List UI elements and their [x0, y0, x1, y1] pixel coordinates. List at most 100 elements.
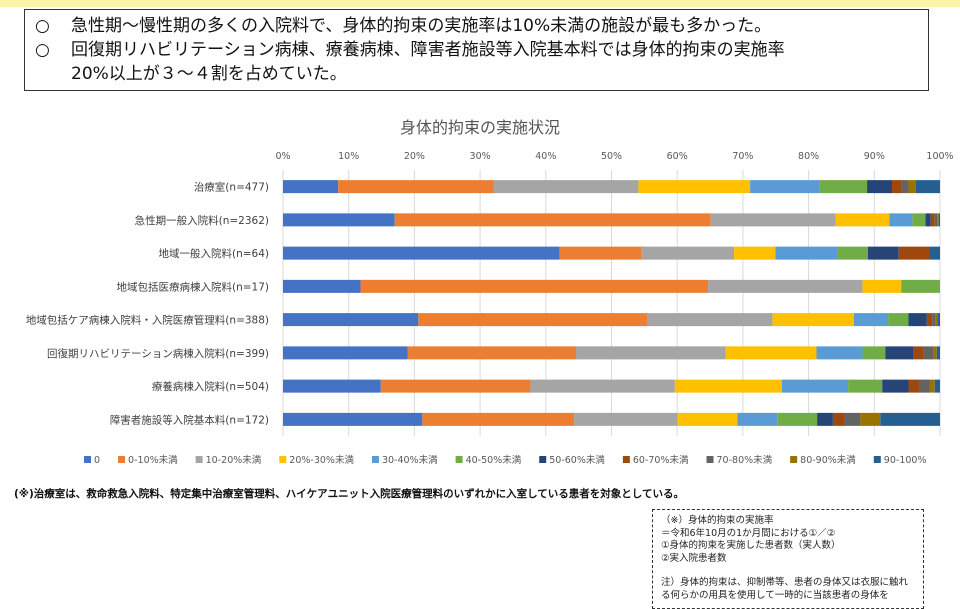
note-line: ②実入院患者数 [661, 552, 727, 564]
bar-segment [380, 379, 531, 393]
legend-label: 10-20%未満 [206, 454, 262, 466]
chart-title: 身体的拘束の実施状況 [399, 118, 560, 137]
bar-segment [819, 180, 868, 194]
bar-segment [574, 412, 678, 426]
category-label: 治療室(n=477) [194, 181, 269, 194]
bar-segment [882, 379, 909, 393]
bar-segment [860, 412, 881, 426]
bar-segment [708, 279, 863, 293]
bar-segment [844, 412, 861, 426]
x-tick-label: 20% [404, 151, 425, 162]
summary-line-2: ○ 回復期リハビリテーション病棟、療養病棟、障害者施設等入院基本料では身体的拘束の… [35, 38, 918, 62]
definition-note-box: （※）身体的拘束の実施率 ＝令和6年10月の1か月間における①／② ①身体的拘束… [652, 509, 924, 609]
x-tick-label: 40% [535, 151, 556, 162]
x-tick-label: 90% [864, 151, 885, 162]
bar-segment [283, 213, 395, 227]
summary-text-3: 20%以上が３～４割を占めていた。 [71, 64, 347, 84]
x-tick-label: 80% [798, 151, 819, 162]
x-tick-label: 100% [926, 151, 953, 162]
legend-label: 50-60%未満 [549, 454, 605, 466]
x-tick-label: 70% [732, 151, 753, 162]
legend-label: 20%-30%未満 [289, 454, 354, 466]
bar-segment [817, 412, 833, 426]
bar-segment [867, 246, 899, 260]
bar-segment [737, 412, 778, 426]
bar-segment [923, 346, 934, 360]
bar-segment [734, 246, 776, 260]
bar-segment [926, 313, 933, 327]
bar-segment [283, 379, 381, 393]
bar-segment [938, 213, 940, 227]
bullet-icon: ○ [35, 40, 50, 60]
bar-segment [646, 313, 773, 327]
bar-segment [892, 180, 902, 194]
bar-segment [638, 180, 751, 194]
bar-segment [674, 379, 782, 393]
bar-segment [880, 412, 940, 426]
legend-swatch [279, 456, 287, 463]
summary-line-1: ○ 急性期～慢性期の多くの入院料で、身体的拘束の実施率は10%未満の施設が最も多か… [35, 14, 918, 38]
category-label: 地域包括ケア病棟入院料・入院医療管理料(n=388) [26, 314, 269, 327]
bar-segment [775, 246, 838, 260]
bar-segment [901, 279, 940, 293]
category-label: 地域一般入院料(n=64) [158, 247, 269, 260]
bar-segment [283, 346, 408, 360]
legend-swatch [622, 456, 630, 463]
bar-segment [418, 313, 647, 327]
category-label: 療養病棟入院料(n=504) [152, 380, 269, 393]
x-tick-label: 0% [275, 151, 290, 162]
bar-segment [832, 412, 845, 426]
bar-segment [530, 379, 675, 393]
bar-segment [837, 246, 868, 260]
x-tick-label: 60% [667, 151, 688, 162]
bar-segment [407, 346, 577, 360]
bar-segment [816, 346, 863, 360]
bar-segment [918, 379, 930, 393]
bullet-icon: ○ [35, 16, 50, 36]
bar-segment [915, 180, 940, 194]
bar-segment [394, 213, 711, 227]
category-label: 障害者施設等入院基本料(n=172) [110, 413, 269, 426]
bar-segment [913, 346, 924, 360]
note-line: ＝令和6年10月の1か月間における①／② [661, 527, 836, 539]
legend-swatch [84, 456, 91, 463]
legend-swatch [118, 456, 126, 463]
bar-segment [908, 379, 919, 393]
legend-swatch [706, 456, 714, 463]
bar-segment [283, 279, 361, 293]
summary-line-3: 20%以上が３～４割を占めていた。 [35, 62, 918, 86]
bar-segment [772, 313, 854, 327]
bar-segment [576, 346, 726, 360]
bar-segment [422, 412, 575, 426]
note-line: 注）身体的拘束は、抑制帯等、患者の身体又は衣服に触れる何らかの用具を使用して一時… [661, 577, 909, 601]
footnote: (※)治療室は、救命救急入院料、特定集中治療室管理料、ハイケアユニット入院医療管… [14, 488, 684, 500]
bar-segment [930, 213, 935, 227]
bar-segment [934, 379, 940, 393]
bar-segment [937, 213, 939, 227]
bar-segment [933, 346, 937, 360]
note-line: ①身体的拘束を実施した患者数（実人数） [661, 540, 841, 551]
legend-swatch [539, 456, 547, 463]
category-label: 地域包括医療病棟入院料(n=17) [116, 280, 269, 293]
bar-segment [901, 180, 909, 194]
category-label: 回復期リハビリテーション病棟入院料(n=399) [47, 347, 269, 360]
bar-segment [934, 213, 938, 227]
legend-label: 80-90%未満 [800, 454, 856, 466]
bar-segment [777, 412, 818, 426]
x-tick-label: 50% [601, 151, 622, 162]
bar-segment [867, 180, 893, 194]
bar-segment [888, 313, 909, 327]
x-tick-label: 10% [338, 151, 359, 162]
summary-text-1: 急性期～慢性期の多くの入院料で、身体的拘束の実施率は10%未満の施設が最も多かっ… [71, 16, 772, 36]
legend-label: 0-10%未満 [128, 454, 178, 466]
bar-segment [889, 213, 913, 227]
category-label: 急性期一般入院料(n=2362) [135, 214, 269, 227]
bar-segment [283, 412, 423, 426]
top-accent-bar [0, 0, 960, 7]
bar-segment [725, 346, 817, 360]
bar-segment [908, 180, 916, 194]
x-tick-label: 30% [470, 151, 491, 162]
legend-label: 70-80%未満 [717, 454, 773, 466]
bar-segment [936, 346, 940, 360]
bar-segment [898, 246, 930, 260]
